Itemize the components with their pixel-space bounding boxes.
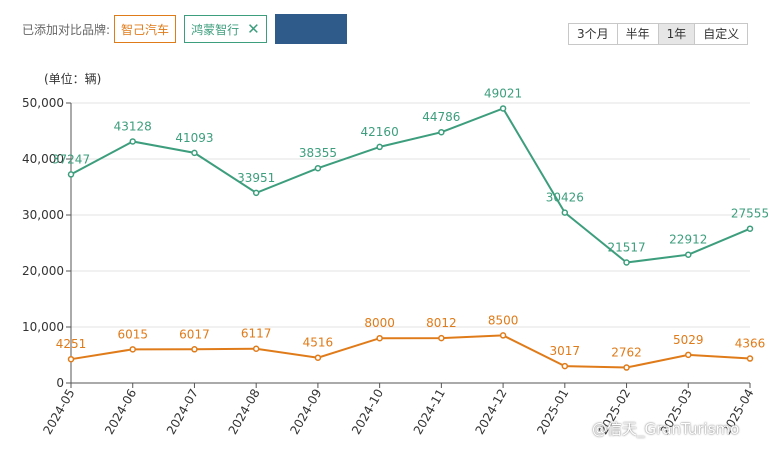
- data-point: [252, 345, 260, 352]
- y-tick-label: 20,000: [22, 264, 64, 278]
- data-point: [746, 225, 754, 232]
- y-tick-label: 50,000: [22, 96, 64, 110]
- time-range-selector: 3个月 半年 1年 自定义: [568, 23, 749, 45]
- data-label: 42160: [361, 125, 399, 139]
- weibo-watermark: @信天_GranTurismo: [592, 420, 740, 438]
- data-label: 22912: [669, 233, 707, 247]
- data-label: 38355: [299, 146, 337, 160]
- data-point: [499, 332, 507, 339]
- range-tab-half-year[interactable]: 半年: [616, 24, 658, 44]
- data-point: [67, 355, 75, 363]
- x-tick-label: 2025-01: [534, 387, 571, 437]
- data-point: [376, 334, 383, 342]
- close-icon[interactable]: ✕: [247, 19, 260, 38]
- data-point: [129, 346, 136, 353]
- x-tick-label: 2024-09: [287, 387, 324, 437]
- data-point: [314, 164, 322, 172]
- data-label: 3017: [550, 344, 581, 358]
- data-point: [252, 189, 260, 197]
- data-label: 27555: [731, 207, 769, 221]
- data-label: 4251: [56, 337, 87, 351]
- brand-filter-label: 已添加对比品牌:: [22, 22, 111, 37]
- y-tick-label: 10,000: [22, 320, 64, 334]
- data-label: 2762: [611, 346, 642, 360]
- data-point: [561, 209, 569, 216]
- brand-filter-bar: 已添加对比品牌: 智己汽车 鸿蒙智行 ✕: [22, 14, 355, 44]
- y-axis-unit-label: (单位：辆): [44, 72, 102, 86]
- data-point: [746, 355, 754, 362]
- data-label: 5029: [673, 333, 704, 347]
- series-line-0: [70, 107, 751, 264]
- data-point: [685, 351, 692, 359]
- data-point: [129, 138, 136, 145]
- data-label: 33951: [237, 171, 275, 185]
- data-label: 41093: [175, 131, 213, 145]
- data-label: 37247: [52, 152, 90, 166]
- data-label: 44786: [422, 110, 460, 124]
- data-label: 4366: [735, 337, 766, 351]
- x-tick-label: 2024-08: [226, 387, 263, 437]
- y-tick-label: 30,000: [22, 208, 64, 222]
- data-label: 8012: [426, 316, 457, 330]
- range-tab-1-year[interactable]: 1年: [657, 24, 695, 44]
- data-point: [191, 149, 198, 157]
- y-tick-label: 40,000: [22, 152, 64, 166]
- x-tick-label: 2024-12: [472, 387, 509, 437]
- data-point: [623, 259, 630, 266]
- data-label: 43128: [114, 119, 152, 133]
- brand-chip-label: 鸿蒙智行: [191, 22, 240, 37]
- data-label: 6117: [241, 327, 272, 341]
- data-point: [623, 364, 630, 371]
- data-point: [376, 143, 383, 151]
- data-label: 8500: [488, 313, 519, 327]
- data-label: 30426: [546, 191, 584, 205]
- data-label: 4516: [303, 336, 334, 350]
- data-point: [314, 354, 322, 361]
- data-point: [438, 334, 445, 342]
- range-tab-custom[interactable]: 自定义: [694, 24, 747, 44]
- data-point: [561, 362, 569, 370]
- data-label: 6015: [117, 327, 148, 341]
- brand-chip-label: 智己汽车: [121, 22, 170, 37]
- data-label: 49021: [484, 86, 522, 100]
- data-label: 6017: [179, 327, 210, 341]
- x-tick-label: 2024-06: [102, 387, 139, 437]
- y-tick-label: 0: [56, 376, 64, 390]
- brand-chip-hongmeng[interactable]: 鸿蒙智行 ✕: [184, 15, 267, 43]
- data-label: 21517: [607, 241, 645, 255]
- data-point: [191, 346, 198, 353]
- x-tick-label: 2024-05: [40, 387, 77, 437]
- x-tick-label: 2024-11: [411, 387, 448, 437]
- data-point: [67, 171, 75, 178]
- data-point: [685, 251, 692, 258]
- data-point: [438, 128, 445, 136]
- range-tab-3-months[interactable]: 3个月: [577, 27, 609, 41]
- x-tick-label: 2024-07: [164, 387, 201, 437]
- series-line-1: [70, 334, 751, 369]
- data-point: [499, 105, 507, 112]
- data-label: 8000: [364, 316, 395, 330]
- brand-chip-zhiji[interactable]: 智己汽车: [114, 15, 177, 43]
- add-brand-slot[interactable]: [274, 14, 347, 44]
- x-tick-label: 2024-10: [349, 387, 386, 437]
